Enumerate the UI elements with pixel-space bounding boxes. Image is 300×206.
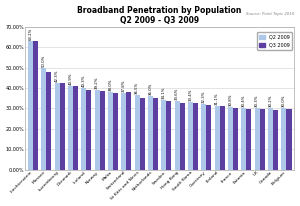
Bar <box>241 108 246 170</box>
Bar <box>60 83 64 170</box>
Text: 33.6%: 33.6% <box>175 88 179 100</box>
Text: 31.1%: 31.1% <box>215 93 219 105</box>
Text: 36.0%: 36.0% <box>148 83 152 95</box>
Bar <box>140 98 145 170</box>
Text: 38.0%: 38.0% <box>108 79 112 91</box>
Bar <box>166 101 171 170</box>
Bar <box>28 41 33 170</box>
Bar <box>214 106 220 170</box>
Bar <box>246 109 251 170</box>
Bar <box>286 109 292 170</box>
Bar <box>86 90 91 170</box>
Text: 33.4%: 33.4% <box>188 88 193 101</box>
Bar <box>135 95 140 170</box>
Bar <box>33 41 38 170</box>
Text: 30.3%: 30.3% <box>255 94 259 107</box>
Text: Source: Point Topic 2010: Source: Point Topic 2010 <box>246 12 294 16</box>
Bar <box>126 92 131 170</box>
Text: 37.8%: 37.8% <box>122 79 126 92</box>
Bar <box>153 98 158 170</box>
Bar <box>68 86 73 170</box>
Text: 42.3%: 42.3% <box>55 70 59 82</box>
Bar <box>193 103 198 170</box>
Bar <box>73 86 78 170</box>
Bar <box>55 83 60 170</box>
Bar <box>94 90 100 170</box>
Text: 34.1%: 34.1% <box>162 87 166 99</box>
Text: 32.3%: 32.3% <box>202 90 206 103</box>
Bar <box>81 88 86 170</box>
Bar <box>148 96 153 170</box>
Text: 63.2%: 63.2% <box>28 28 32 40</box>
Bar <box>100 91 105 170</box>
Text: 40.3%: 40.3% <box>82 74 86 87</box>
Bar <box>180 103 185 170</box>
Bar <box>273 110 278 170</box>
Bar <box>108 92 113 170</box>
Bar <box>113 93 118 170</box>
Bar <box>255 108 260 170</box>
Title: Broadband Penetration by Population
Q2 2009 - Q3 2009: Broadband Penetration by Population Q2 2… <box>77 6 242 25</box>
Text: 50.0%: 50.0% <box>42 54 46 67</box>
Bar <box>121 93 126 170</box>
Bar <box>220 107 225 170</box>
Bar <box>228 107 233 170</box>
Text: 30.0%: 30.0% <box>282 95 286 108</box>
Bar <box>260 109 265 170</box>
Bar <box>233 108 238 170</box>
Text: 39.2%: 39.2% <box>95 76 99 89</box>
Bar <box>188 102 193 170</box>
Legend: Q2 2009, Q3 2009: Q2 2009, Q3 2009 <box>257 32 292 50</box>
Text: 36.5%: 36.5% <box>135 82 139 94</box>
Bar <box>161 100 166 170</box>
Bar <box>206 105 211 170</box>
Text: 40.9%: 40.9% <box>68 73 72 85</box>
Bar <box>41 68 46 170</box>
Bar <box>281 109 286 170</box>
Text: 30.4%: 30.4% <box>242 94 246 107</box>
Bar <box>201 104 206 170</box>
Bar <box>46 72 51 170</box>
Text: 30.8%: 30.8% <box>229 93 232 106</box>
Bar <box>268 108 273 170</box>
Bar <box>175 101 180 170</box>
Text: 30.2%: 30.2% <box>268 95 273 107</box>
